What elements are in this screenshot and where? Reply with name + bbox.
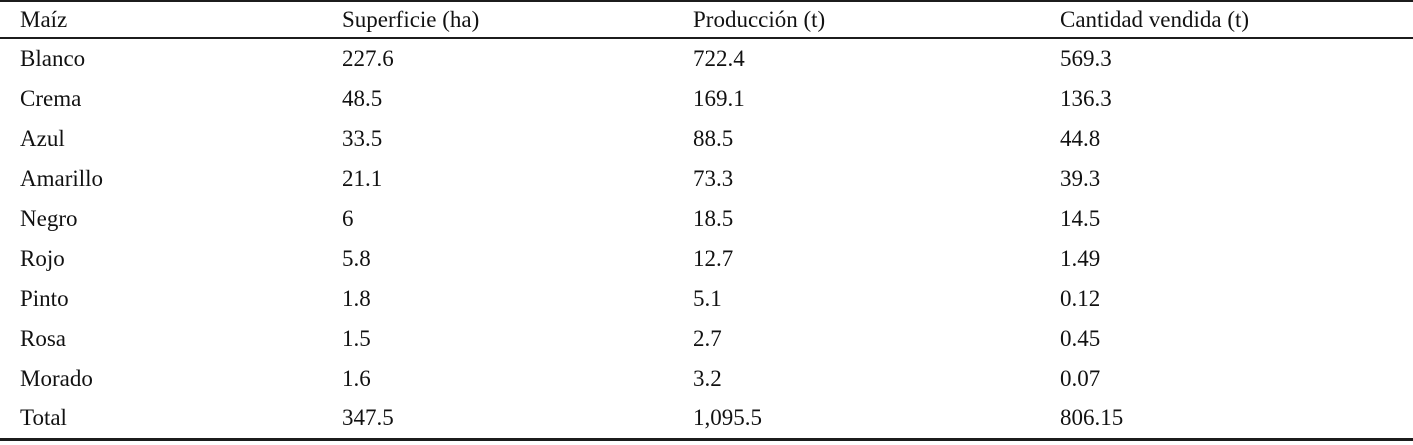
row-label-cell: Pinto <box>20 285 69 311</box>
table-body: Blanco 227.6 722.4 569.3 Crema 48.5 169.1 136.3… <box>0 38 1413 439</box>
superficie-cell: 33.5 <box>342 126 383 152</box>
produccion-cell: 73.3 <box>693 166 734 192</box>
produccion-cell: 1,095.5 <box>693 405 762 431</box>
table-row: Azul 33.5 88.5 44.8 <box>0 119 1413 159</box>
produccion-cell: 169.1 <box>693 86 745 112</box>
cantidad-vendida-cell: 44.8 <box>1060 126 1101 152</box>
header-cell-maiz: Maíz <box>20 7 68 32</box>
cantidad-vendida-cell: 14.5 <box>1060 206 1101 231</box>
header-cell-cantidad-vendida: Cantidad vendida (t) <box>1060 7 1250 32</box>
table-row: Crema 48.5 169.1 136.3 <box>0 79 1413 119</box>
superficie-cell: 48.5 <box>342 86 383 112</box>
cantidad-vendida-cell: 0.45 <box>1060 325 1101 351</box>
superficie-cell: 5.8 <box>342 245 371 271</box>
superficie-cell: 21.1 <box>342 166 383 192</box>
table-row: Amarillo 21.1 73.3 39.3 <box>0 159 1413 199</box>
header-cell-superficie: Superficie (ha) <box>342 7 480 32</box>
cantidad-vendida-cell: 136.3 <box>1060 86 1112 112</box>
produccion-cell: 722.4 <box>693 46 745 72</box>
row-label-cell: Negro <box>20 206 78 231</box>
total-row: Total 347.5 1,095.5 806.15 <box>0 398 1413 439</box>
cantidad-vendida-cell: 0.12 <box>1060 285 1101 311</box>
produccion-cell: 12.7 <box>693 245 734 271</box>
row-label-cell: Rosa <box>20 325 66 351</box>
row-label-cell: Total <box>20 405 67 431</box>
cantidad-vendida-cell: 806.15 <box>1060 405 1124 431</box>
cantidad-vendida-cell: 39.3 <box>1060 166 1101 192</box>
table-row: Rosa 1.5 2.7 0.45 <box>0 318 1413 358</box>
produccion-cell: 2.7 <box>693 325 722 351</box>
produccion-cell: 5.1 <box>693 285 722 311</box>
header-cell-produccion: Producción (t) <box>693 7 826 32</box>
produccion-cell: 18.5 <box>693 206 734 231</box>
superficie-cell: 1.8 <box>342 285 371 311</box>
superficie-cell: 347.5 <box>342 405 394 431</box>
cantidad-vendida-cell: 569.3 <box>1060 46 1112 72</box>
row-label-cell: Morado <box>20 365 93 391</box>
row-label-cell: Blanco <box>20 46 86 72</box>
superficie-cell: 1.6 <box>342 365 371 391</box>
table-row: Pinto 1.8 5.1 0.12 <box>0 278 1413 318</box>
row-label-cell: Crema <box>20 86 82 112</box>
row-label-cell: Amarillo <box>20 166 104 192</box>
header-row: Maíz Superficie (ha) Producción (t) Cant… <box>0 1 1413 38</box>
table-row: Morado 1.6 3.2 0.07 <box>0 358 1413 398</box>
row-label-cell: Rojo <box>20 245 65 271</box>
superficie-cell: 1.5 <box>342 325 371 351</box>
table-header: Maíz Superficie (ha) Producción (t) Cant… <box>0 1 1413 38</box>
table-row: Blanco 227.6 722.4 569.3 <box>0 38 1413 79</box>
superficie-cell: 6 <box>342 206 354 231</box>
row-label-cell: Azul <box>20 126 65 152</box>
cantidad-vendida-cell: 0.07 <box>1060 365 1101 391</box>
produccion-cell: 3.2 <box>693 365 722 391</box>
produccion-cell: 88.5 <box>693 126 734 152</box>
cantidad-vendida-cell: 1.49 <box>1060 245 1101 271</box>
table-row: Negro 6 18.5 14.5 <box>0 199 1413 239</box>
superficie-cell: 227.6 <box>342 46 394 72</box>
table-row: Rojo 5.8 12.7 1.49 <box>0 238 1413 278</box>
